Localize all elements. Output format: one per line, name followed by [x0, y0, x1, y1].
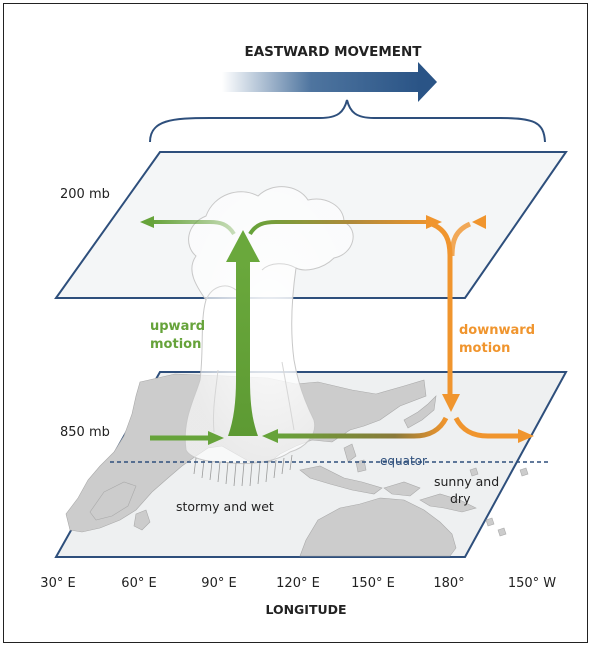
indonesia-islands	[299, 465, 421, 497]
sunny-dry-label-line1: sunny and	[434, 474, 499, 489]
longitude-axis-title: LONGITUDE	[265, 602, 346, 617]
madagascar-island	[133, 509, 151, 531]
upward-label-line2: motion	[150, 337, 201, 352]
tick-150w: 150° W	[508, 576, 556, 591]
level-label-200mb: 200 mb	[60, 187, 110, 202]
upward-label-line1: upward	[150, 319, 205, 334]
upward-motion-arrow	[226, 230, 260, 436]
rain-streaks	[193, 454, 293, 487]
new-guinea-island	[419, 493, 477, 513]
eastward-movement-title: EASTWARD MOVEMENT	[244, 44, 422, 60]
convective-cloud	[184, 186, 354, 487]
level-label-850mb: 850 mb	[60, 425, 110, 440]
eastward-movement-arrow	[222, 62, 437, 102]
lower-eastward-inflow-arrow	[150, 431, 224, 445]
upper-eastward-flow-arrow	[248, 215, 442, 236]
tick-60e: 60° E	[121, 576, 156, 591]
lower-eastward-outflow-arrow	[453, 416, 534, 443]
australia-landmass	[299, 497, 457, 557]
stormy-wet-label: stormy and wet	[176, 499, 274, 514]
upper-inflow-arrow	[472, 215, 526, 229]
arabia-landmass	[89, 481, 137, 521]
tick-120e: 120° E	[276, 576, 320, 591]
upper-westward-flow-arrow	[140, 216, 236, 236]
tick-180: 180°	[433, 576, 464, 591]
pacific-islands	[469, 467, 529, 537]
tick-90e: 90° E	[201, 576, 236, 591]
tick-30e: 30° E	[40, 576, 75, 591]
tick-150e: 150° E	[351, 576, 395, 591]
longitude-axis: 30° E 60° E 90° E 120° E 150° E 180° 150…	[40, 576, 556, 617]
japan-island	[403, 395, 437, 429]
lower-westward-inflow-arrow	[262, 416, 449, 443]
downward-label-line2: motion	[459, 341, 510, 356]
philippines-islands	[343, 443, 367, 473]
sunny-dry-label-line2: dry	[450, 491, 471, 506]
downward-label-line1: downward	[459, 323, 535, 338]
equator-label: equator	[380, 454, 427, 468]
downward-motion-arrow	[430, 221, 472, 412]
span-brace	[149, 99, 546, 143]
